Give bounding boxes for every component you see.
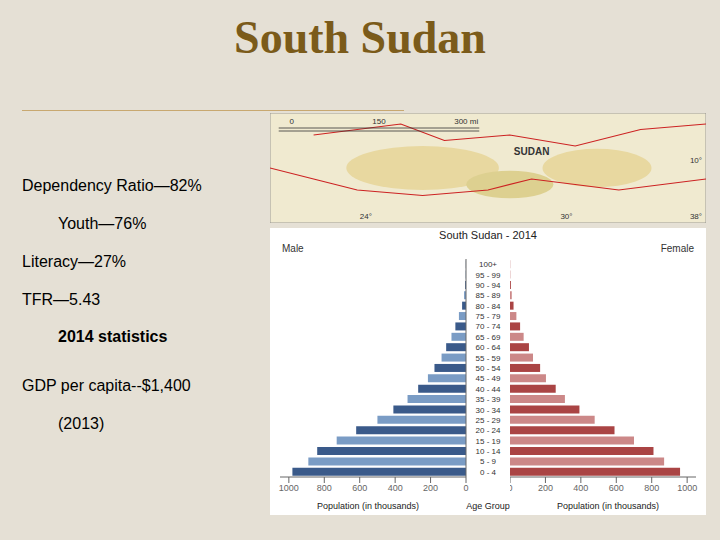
svg-text:85 - 89: 85 - 89 [476, 291, 501, 300]
svg-text:200: 200 [538, 483, 553, 493]
svg-text:65 - 69: 65 - 69 [476, 333, 501, 342]
svg-text:80 - 84: 80 - 84 [476, 302, 501, 311]
svg-text:300 mi: 300 mi [454, 117, 478, 126]
svg-text:800: 800 [317, 483, 332, 493]
html-text:Female: Female [660, 243, 694, 254]
svg-text:150: 150 [372, 117, 386, 126]
svg-text:5 - 9: 5 - 9 [480, 457, 497, 466]
svg-text:1000: 1000 [677, 483, 697, 493]
svg-text:400: 400 [388, 483, 403, 493]
svg-text:15 - 19: 15 - 19 [476, 437, 501, 446]
svg-text:30 - 34: 30 - 34 [476, 406, 501, 415]
svg-text:40 - 44: 40 - 44 [476, 385, 501, 394]
svg-text:50 - 54: 50 - 54 [476, 364, 501, 373]
svg-text:400: 400 [573, 483, 588, 493]
svg-text:30°: 30° [560, 212, 572, 221]
html-text:Age Group: Age Group [466, 501, 510, 511]
html-text:Population (in thousands): Population (in thousands) [317, 501, 419, 511]
svg-text:24°: 24° [360, 212, 372, 221]
svg-text:800: 800 [644, 483, 659, 493]
html-text:Youth—76%: Youth—76% [58, 215, 147, 232]
svg-text:600: 600 [352, 483, 367, 493]
html-text:TFR—5.43: TFR—5.43 [22, 291, 101, 308]
html-text:Dependency Ratio—82%: Dependency Ratio—82% [22, 177, 202, 194]
svg-text:25 - 29: 25 - 29 [476, 416, 501, 425]
svg-text:10 - 14: 10 - 14 [476, 447, 501, 456]
svg-text:55 - 59: 55 - 59 [476, 354, 501, 363]
html-text:(2013): (2013) [58, 415, 105, 432]
svg-text:1000: 1000 [279, 483, 299, 493]
svg-text:SUDAN: SUDAN [514, 146, 550, 157]
html-text:Male: Male [282, 243, 304, 254]
svg-text:95 - 99: 95 - 99 [476, 271, 501, 280]
html-text:Population (in thousands): Population (in thousands) [557, 501, 659, 511]
svg-text:600: 600 [609, 483, 624, 493]
html-text:GDP per capita--$1,400: GDP per capita--$1,400 [22, 377, 191, 394]
svg-text:0: 0 [463, 483, 468, 493]
svg-text:20 - 24: 20 - 24 [476, 426, 501, 435]
html-text:Literacy—27%: Literacy—27% [22, 253, 126, 270]
svg-text:100+: 100+ [479, 260, 497, 269]
svg-text:0: 0 [510, 483, 513, 493]
svg-text:75 - 79: 75 - 79 [476, 312, 501, 321]
svg-text:45 - 49: 45 - 49 [476, 374, 501, 383]
svg-text:0: 0 [290, 117, 295, 126]
html-text:South Sudan - 2014: South Sudan - 2014 [439, 229, 537, 241]
svg-text:38°: 38° [690, 212, 702, 221]
svg-text:35 - 39: 35 - 39 [476, 395, 501, 404]
svg-text:70 - 74: 70 - 74 [476, 322, 501, 331]
html-text:South Sudan: South Sudan [234, 12, 486, 63]
svg-text:0 - 4: 0 - 4 [480, 468, 497, 477]
svg-text:60 - 64: 60 - 64 [476, 343, 501, 352]
html-text:2014 statistics: 2014 statistics [58, 328, 168, 345]
svg-text:200: 200 [423, 483, 438, 493]
svg-text:90 - 94: 90 - 94 [476, 281, 501, 290]
svg-text:10°: 10° [690, 156, 702, 165]
